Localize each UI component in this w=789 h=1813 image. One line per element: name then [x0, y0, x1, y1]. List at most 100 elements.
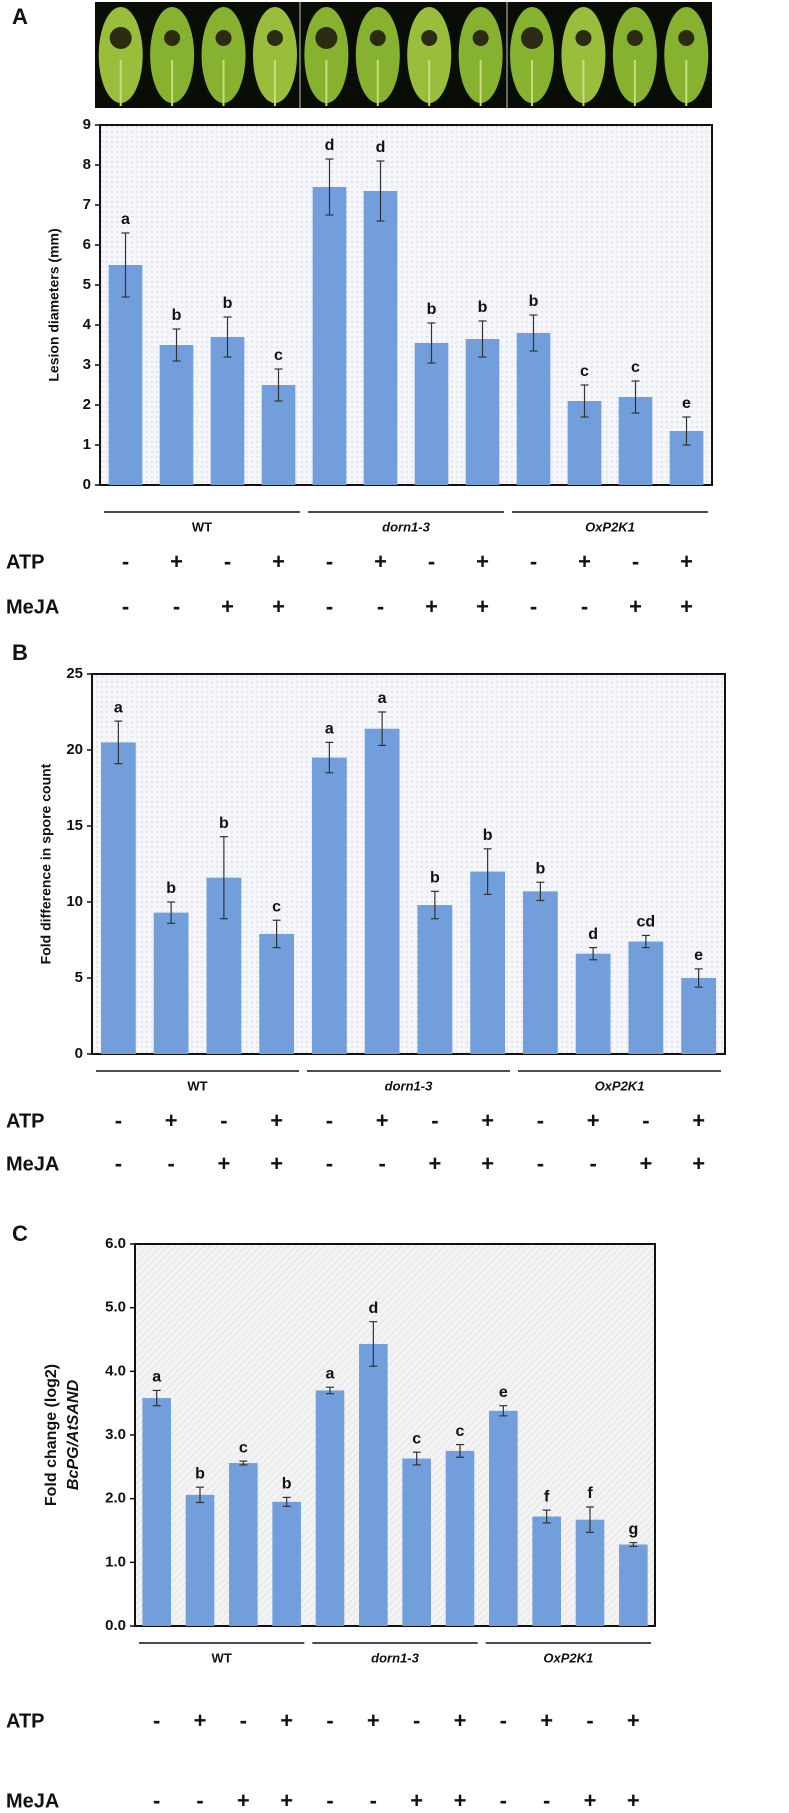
treatment-sign: + — [584, 1788, 597, 1813]
treatment-sign: - — [122, 594, 129, 619]
treatment-sign: + — [165, 1108, 178, 1133]
error-bar — [499, 1405, 508, 1417]
panel-label: A — [12, 4, 28, 29]
treatment-sign: + — [367, 1708, 380, 1733]
y-tick-label: 6.0 — [105, 1235, 126, 1252]
significance-label: b — [535, 860, 545, 877]
panel-label: B — [12, 640, 28, 665]
treatment-sign: + — [639, 1151, 652, 1176]
lesion — [626, 30, 643, 46]
bar — [100, 742, 136, 1054]
significance-label: f — [544, 1488, 550, 1505]
error-bar — [629, 1541, 638, 1548]
significance-label: a — [152, 1369, 161, 1386]
photo-background — [95, 2, 712, 108]
significance-label: a — [326, 1365, 335, 1382]
significance-label: a — [378, 690, 387, 707]
treatment-label: ATP — [6, 551, 45, 573]
treatment-sign: - — [326, 1151, 333, 1176]
treatment-sign: - — [530, 549, 537, 574]
plot-area — [91, 673, 726, 1055]
y-axis-label: Fold difference in spore count — [38, 763, 54, 964]
bar — [628, 941, 664, 1054]
treatment-sign: + — [221, 594, 234, 619]
leaf — [510, 7, 555, 103]
significance-label: c — [580, 363, 589, 380]
significance-label: b — [478, 299, 488, 316]
bar — [259, 933, 295, 1054]
treatment-sign: + — [454, 1788, 467, 1813]
treatment-sign: + — [428, 1151, 441, 1176]
treatment-label: MeJA — [6, 1790, 59, 1812]
significance-label: b — [195, 1465, 205, 1482]
error-bar — [378, 711, 387, 747]
treatment-sign: + — [425, 594, 438, 619]
treatment-sign: - — [167, 1151, 174, 1176]
leaf-photo — [95, 2, 712, 108]
y-tick-label: 6 — [83, 236, 91, 253]
significance-label: d — [588, 926, 598, 943]
leaf — [458, 7, 503, 103]
error-bar — [580, 384, 589, 418]
treatment-sign: + — [272, 594, 285, 619]
treatment-label: ATP — [6, 1710, 45, 1732]
treatment-sign: + — [587, 1108, 600, 1133]
error-bar — [325, 741, 334, 774]
error-bar — [376, 160, 385, 222]
lesion — [315, 27, 338, 49]
y-tick-label: 1.0 — [105, 1553, 126, 1570]
significance-label: a — [121, 211, 130, 228]
y-axis-label: Fold change (log2) — [43, 1364, 60, 1506]
error-bar — [478, 320, 487, 358]
bar — [311, 757, 347, 1054]
error-bar — [282, 1496, 291, 1507]
significance-label: e — [694, 947, 703, 964]
treatment-sign: + — [476, 549, 489, 574]
y-tick-label: 20 — [66, 741, 83, 758]
error-bar — [152, 1389, 161, 1407]
significance-label: c — [272, 898, 281, 915]
bar — [402, 1458, 431, 1626]
error-bar — [536, 881, 545, 902]
bar — [445, 1450, 475, 1626]
treatment-label: MeJA — [6, 596, 59, 618]
treatment-sign: + — [237, 1788, 250, 1813]
treatment-sign: - — [589, 1151, 596, 1176]
leaf — [612, 7, 657, 103]
bar — [153, 912, 189, 1054]
error-bar — [325, 158, 334, 216]
significance-label: b — [529, 293, 539, 310]
treatment-sign: - — [500, 1708, 507, 1733]
leaf — [252, 7, 297, 103]
group-label: OxP2K1 — [595, 1078, 645, 1093]
bar — [575, 1519, 605, 1626]
bar — [532, 1516, 561, 1626]
treatment-sign: + — [170, 549, 183, 574]
y-tick-label: 9 — [83, 116, 91, 133]
treatment-sign: + — [376, 1108, 389, 1133]
group-label: WT — [212, 1650, 232, 1665]
significance-label: b — [219, 815, 229, 832]
treatment-sign: - — [537, 1108, 544, 1133]
lesion — [266, 30, 283, 46]
bar — [414, 343, 449, 485]
bar — [516, 333, 551, 485]
treatment-sign: - — [370, 1788, 377, 1813]
treatment-sign: + — [692, 1151, 705, 1176]
leaf — [150, 7, 195, 103]
significance-label: a — [114, 699, 123, 716]
treatment-sign: + — [481, 1108, 494, 1133]
panel-label: C — [12, 1221, 28, 1246]
error-bar — [427, 322, 436, 364]
error-bar — [682, 416, 691, 446]
treatment-sign: + — [629, 594, 642, 619]
y-tick-label: 4 — [83, 316, 92, 333]
y-tick-label: 25 — [66, 665, 83, 682]
error-bar — [542, 1509, 551, 1524]
significance-label: d — [325, 137, 335, 154]
bar — [470, 871, 506, 1054]
bar — [185, 1494, 215, 1626]
error-bar — [326, 1386, 334, 1395]
treatment-sign: - — [530, 594, 537, 619]
treatment-sign: - — [122, 549, 129, 574]
